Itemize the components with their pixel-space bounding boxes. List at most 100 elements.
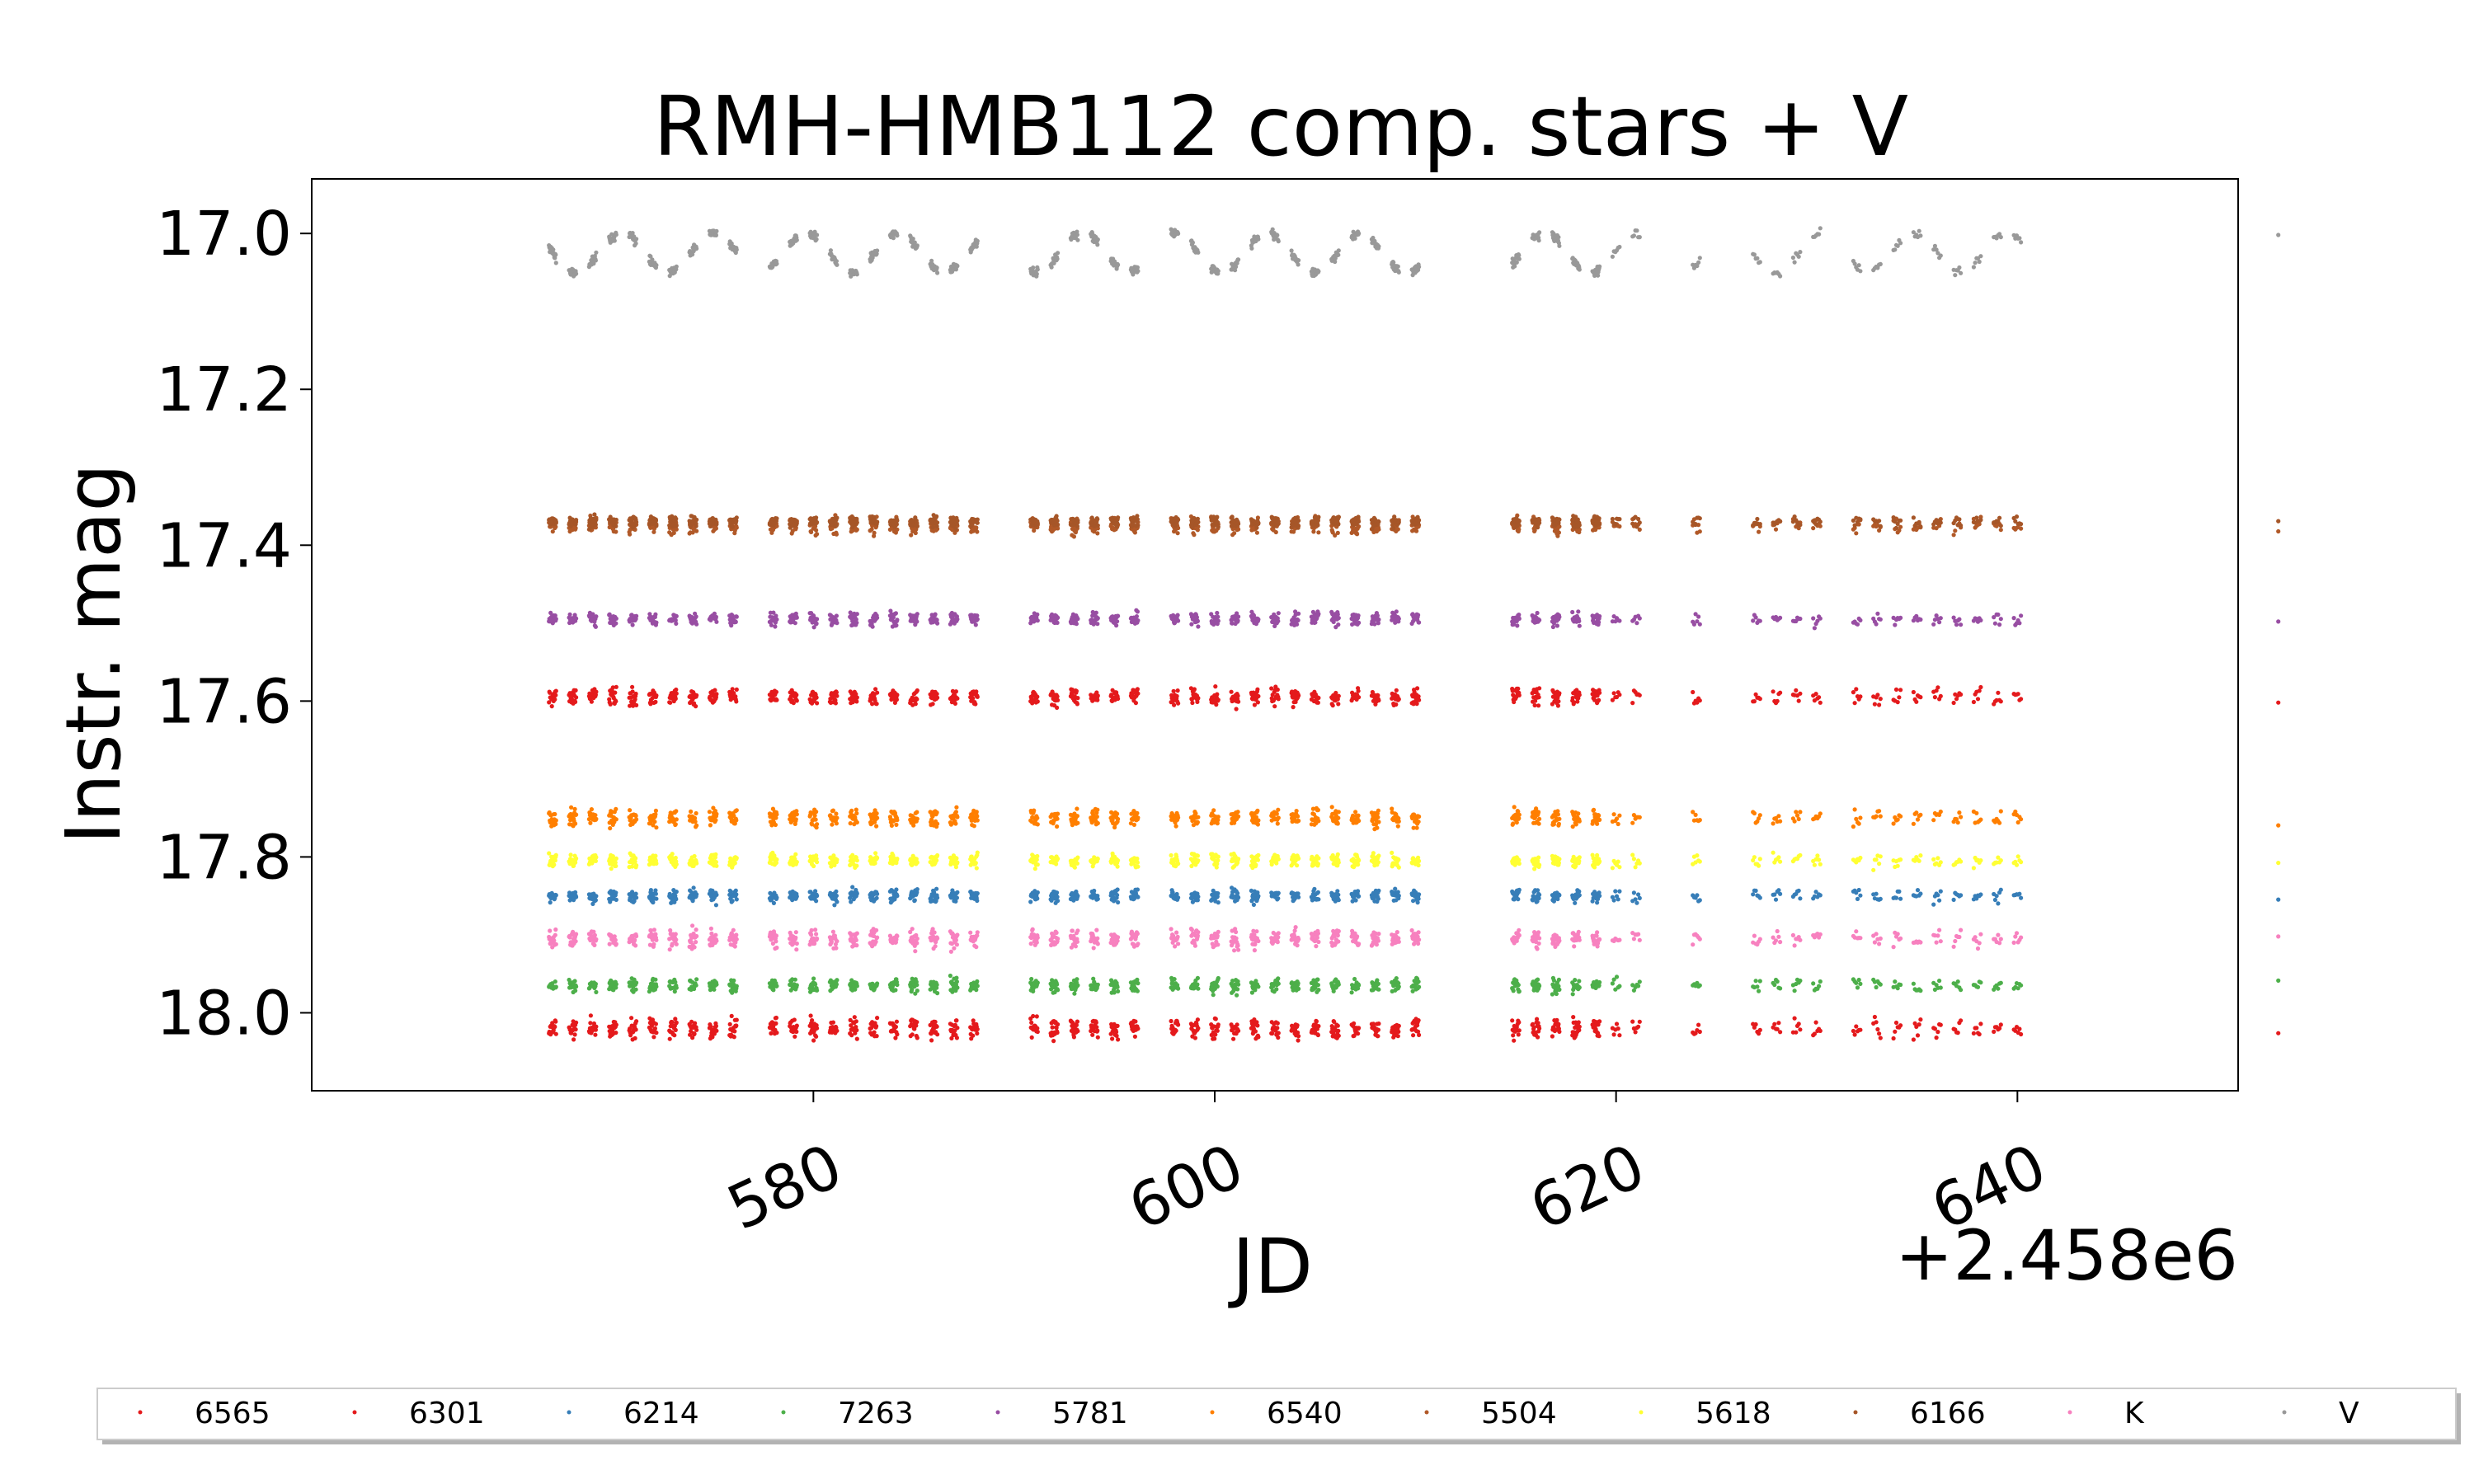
data-point xyxy=(1597,979,1602,985)
data-point xyxy=(1255,700,1260,705)
data-point xyxy=(589,699,595,704)
data-point xyxy=(1236,614,1241,619)
data-point xyxy=(1114,1030,1119,1035)
data-point xyxy=(830,808,836,813)
data-point xyxy=(1316,695,1321,701)
data-point xyxy=(849,1023,854,1028)
series-6301 xyxy=(547,684,2281,711)
data-point xyxy=(1095,1035,1100,1040)
data-point xyxy=(814,1034,819,1039)
data-point xyxy=(733,888,738,893)
data-point xyxy=(1236,895,1241,900)
data-point xyxy=(614,616,618,621)
data-point xyxy=(1938,889,1943,894)
data-point xyxy=(673,1027,678,1032)
data-point xyxy=(654,620,659,625)
data-point xyxy=(1255,687,1260,692)
data-point xyxy=(2276,1031,2281,1036)
data-point xyxy=(1977,1031,1982,1037)
data-point xyxy=(833,701,839,706)
data-point xyxy=(793,1034,797,1039)
data-point xyxy=(870,624,875,629)
data-point xyxy=(1256,693,1261,699)
data-point xyxy=(814,695,819,700)
data-point xyxy=(1075,1019,1079,1024)
data-point xyxy=(1751,618,1756,623)
data-point xyxy=(690,1036,695,1040)
data-point xyxy=(1576,609,1581,614)
data-point xyxy=(1775,1026,1780,1031)
data-point xyxy=(553,1019,558,1024)
data-point xyxy=(1075,820,1080,825)
data-point xyxy=(634,702,639,708)
data-point xyxy=(1415,686,1420,691)
data-point xyxy=(794,693,799,697)
data-point xyxy=(1877,702,1882,707)
data-point xyxy=(1212,1036,1217,1041)
data-point xyxy=(653,1021,659,1026)
data-point xyxy=(694,892,699,897)
data-point xyxy=(1757,989,1761,993)
data-point xyxy=(935,1032,940,1037)
data-point xyxy=(1276,890,1281,895)
data-point xyxy=(1937,898,1942,903)
data-point xyxy=(1115,984,1120,989)
data-point xyxy=(1752,699,1757,704)
data-point xyxy=(714,1028,719,1033)
data-point xyxy=(1978,1021,1983,1026)
data-point xyxy=(1935,893,1940,898)
data-point xyxy=(835,1028,840,1033)
data-point xyxy=(895,1032,900,1037)
data-point xyxy=(1597,620,1602,625)
data-point xyxy=(1035,699,1040,704)
data-point xyxy=(674,1020,679,1025)
data-point xyxy=(1874,984,1879,990)
data-point xyxy=(1517,989,1522,994)
data-point xyxy=(815,701,820,706)
data-point xyxy=(849,808,854,813)
data-point xyxy=(1190,700,1195,706)
data-point xyxy=(1136,618,1141,623)
data-point xyxy=(1296,1034,1301,1039)
data-point xyxy=(1296,1038,1300,1043)
data-point xyxy=(708,823,713,828)
data-point xyxy=(915,989,920,993)
data-point xyxy=(975,694,980,699)
data-point xyxy=(933,1019,938,1025)
data-point xyxy=(1996,986,2001,991)
data-point xyxy=(1516,1032,1521,1037)
data-point xyxy=(1296,895,1301,899)
data-point xyxy=(732,1029,737,1034)
data-point xyxy=(654,896,659,901)
data-point xyxy=(894,822,899,828)
data-point xyxy=(1630,701,1635,706)
data-point xyxy=(1798,616,1803,622)
data-point xyxy=(1955,979,1960,984)
data-point xyxy=(713,1023,719,1029)
data-point xyxy=(1557,691,1562,696)
data-point xyxy=(1095,807,1100,812)
data-point xyxy=(794,983,799,988)
data-point xyxy=(1074,622,1079,627)
data-point xyxy=(1978,980,1983,985)
data-point xyxy=(1516,983,1521,988)
data-point xyxy=(694,622,699,627)
data-point xyxy=(1357,983,1362,988)
data-point xyxy=(1254,1020,1259,1025)
data-point xyxy=(694,983,698,988)
data-point xyxy=(1095,896,1100,901)
data-point xyxy=(1116,613,1121,618)
data-point xyxy=(1176,618,1181,623)
data-point xyxy=(848,821,853,826)
data-point xyxy=(792,1017,797,1022)
data-point xyxy=(1812,626,1817,631)
data-point xyxy=(713,688,717,693)
data-point xyxy=(1136,691,1141,696)
data-point xyxy=(1216,891,1221,896)
data-point xyxy=(1276,976,1281,981)
data-point xyxy=(1376,1027,1380,1032)
data-point xyxy=(1537,984,1542,989)
data-point xyxy=(1336,982,1341,987)
data-point xyxy=(1035,815,1040,820)
data-point xyxy=(1877,1031,1882,1036)
